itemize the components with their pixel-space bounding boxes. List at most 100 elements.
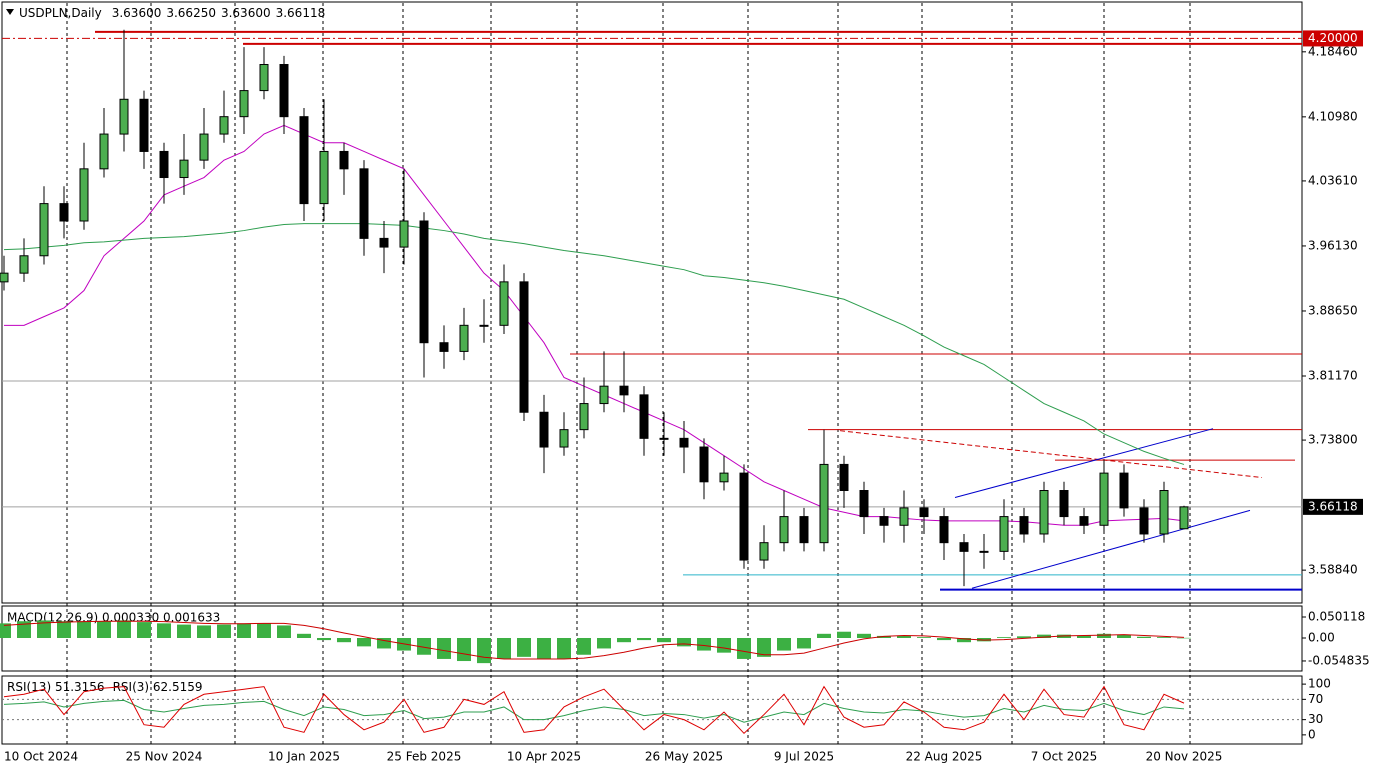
candle-body [979, 550, 989, 553]
macd-bar [457, 637, 471, 662]
candle-body [679, 437, 689, 448]
macd-signal [3, 620, 1185, 660]
x-tick-label: 10 Apr 2025 [507, 750, 581, 764]
macd-bar [697, 637, 711, 651]
x-tick-label: 10 Oct 2024 [4, 750, 78, 764]
candle-body [939, 516, 949, 544]
candle-body [559, 429, 569, 448]
y-tick-label: 4.03610 [1308, 173, 1358, 187]
candle-body [119, 98, 129, 135]
low-value: 3.63600 [221, 6, 271, 20]
candle-body [519, 281, 529, 413]
candle-body [999, 516, 1009, 552]
candle-body [759, 542, 769, 561]
candle-body [499, 281, 509, 326]
candle-body [359, 168, 369, 239]
x-tick-label: 9 Jul 2025 [774, 750, 834, 764]
y-tick-label: 3.58840 [1308, 563, 1358, 577]
indicator-y-tick-label: 0.050118 [1308, 610, 1365, 624]
macd-bar [437, 637, 451, 659]
moving-average [3, 223, 1185, 465]
macd-bar [0, 623, 11, 638]
candle-body [1019, 516, 1029, 535]
macd-bar [1037, 634, 1051, 638]
candle-body [579, 403, 589, 431]
rsi-line [3, 685, 1185, 735]
candle-body [639, 394, 649, 439]
macd-bar [157, 623, 171, 638]
candle-body [699, 446, 709, 483]
macd-bar [757, 637, 771, 657]
macd-bar [877, 635, 891, 638]
candle-body [1179, 506, 1189, 530]
candle-body [379, 237, 389, 248]
candle-body [399, 220, 409, 248]
macd-bar [257, 623, 271, 638]
open-value: 3.63600 [112, 6, 162, 20]
indicator-y-tick-label: -0.054835 [1308, 653, 1370, 667]
candle-body [539, 411, 549, 448]
macd-bar [797, 637, 811, 649]
macd-bar [117, 620, 131, 638]
macd-bar [357, 637, 371, 647]
candle-body [1159, 490, 1169, 535]
macd-bar [857, 633, 871, 638]
x-tick-label: 10 Jan 2025 [268, 750, 340, 764]
macd-bar [1017, 636, 1031, 638]
symbol-menu-arrow[interactable] [6, 9, 14, 15]
indicator-y-tick-label: 30 [1308, 712, 1323, 726]
x-tick-label: 26 May 2025 [645, 750, 723, 764]
macd-bar [657, 637, 671, 643]
candle-body [719, 472, 729, 483]
macd-bar [637, 637, 651, 641]
candle-body [1099, 472, 1109, 526]
candle-body [99, 133, 109, 170]
candle-body [879, 516, 889, 526]
candle-body [239, 90, 249, 118]
trendline [954, 428, 1214, 498]
candle-body [339, 150, 349, 170]
candle-body [279, 64, 289, 118]
y-tick-label: 3.88650 [1308, 303, 1358, 317]
trendline [839, 430, 1263, 479]
macd-bar [417, 637, 431, 655]
rsi3-label: RSI(3) 62.5159 [113, 680, 203, 694]
candle-body [839, 463, 849, 492]
candle-body [419, 220, 429, 344]
symbol: USDPLN,Daily [19, 6, 102, 20]
candle-body [139, 98, 149, 152]
y-tick-label: 4.18460 [1308, 44, 1358, 58]
x-tick-label: 22 Aug 2025 [906, 750, 983, 764]
candle-body [819, 463, 829, 544]
candle-body [1059, 490, 1069, 518]
moving-average [4, 124, 1185, 526]
macd-bar [1077, 635, 1091, 638]
trendline [971, 509, 1251, 589]
rsi-line [3, 699, 1185, 723]
macd-bar [577, 637, 591, 655]
y-tick-label: 4.10980 [1308, 109, 1358, 123]
main-panel [1, 1, 1303, 604]
macd-bar [737, 637, 751, 659]
macd-bar [317, 637, 331, 641]
indicator-y-tick-label: 100 [1308, 677, 1331, 691]
indicator-y-tick-label: 0.00 [1308, 630, 1335, 644]
candle-body [659, 437, 669, 440]
macd-bar [77, 621, 91, 638]
macd-bar [1097, 633, 1111, 638]
macd-bar [337, 637, 351, 643]
macd-bar [677, 637, 691, 647]
macd-bar [277, 625, 291, 638]
candle-body [1039, 490, 1049, 535]
candle-body [199, 133, 209, 161]
macd-bar [1117, 634, 1131, 638]
candle-body [779, 516, 789, 544]
macd-bar [617, 637, 631, 643]
close-value: 3.66118 [276, 6, 326, 20]
alert-price-box [1303, 30, 1363, 47]
alert-price-label: 4.20000 [1308, 31, 1358, 45]
candle-body [59, 203, 69, 222]
candle-body [859, 490, 869, 518]
candle-body [79, 168, 89, 222]
